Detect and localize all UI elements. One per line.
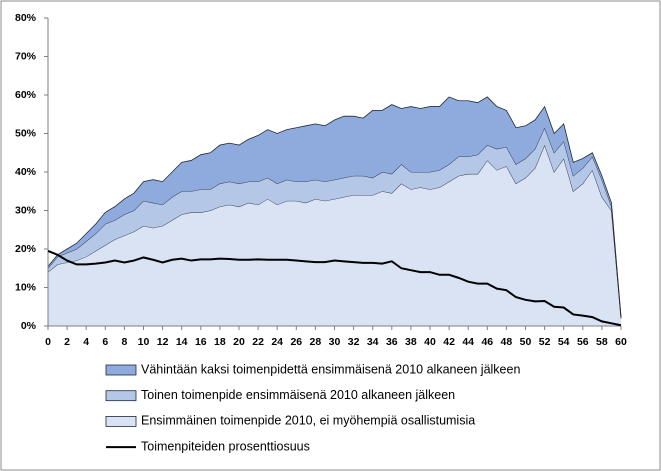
x-tick-label: 42 (443, 336, 455, 348)
area (48, 127, 621, 319)
area (48, 145, 621, 326)
x-tick-label: 4 (83, 336, 89, 348)
y-tick-label: 20% (15, 243, 37, 255)
x-tick-label: 18 (214, 336, 226, 348)
x-tick-label: 20 (233, 336, 245, 348)
x-tick-label: 44 (462, 336, 474, 348)
x-tick-label: 54 (558, 336, 570, 348)
y-tick-label: 10% (15, 281, 37, 293)
y-tick-label: 40% (15, 166, 37, 178)
legend-label: Vähintään kaksi toimenpidettä ensimmäise… (141, 362, 520, 376)
x-tick-label: 16 (195, 336, 207, 348)
x-tick-label: 50 (520, 336, 532, 348)
x-tick-label: 14 (176, 336, 188, 348)
x-tick-label: 60 (615, 336, 627, 348)
x-tick-label: 26 (290, 336, 302, 348)
x-tick-label: 46 (481, 336, 493, 348)
x-tick-label: 34 (367, 336, 379, 348)
line (47, 249, 622, 327)
x-tick-label: 22 (252, 336, 264, 348)
legend-label: Toinen toimenpide ensimmäisenä 2010 alka… (141, 388, 455, 402)
x-tick-label: 32 (348, 336, 360, 348)
x-tick-label: 8 (121, 336, 127, 348)
x-tick-label: 28 (310, 336, 322, 348)
y-tick-label: 30% (15, 204, 37, 216)
x-tick-label: 6 (102, 336, 108, 348)
y-tick-label: 60% (15, 89, 37, 101)
x-tick-label: 36 (386, 336, 398, 348)
x-tick-label: 38 (405, 336, 417, 348)
legend-label: Toimenpiteiden prosenttiosuus (141, 439, 310, 453)
y-tick-label: 80% (15, 12, 37, 24)
legend-swatch (105, 415, 137, 427)
x-tick-label: 48 (501, 336, 513, 348)
y-tick-label: 0% (21, 320, 37, 332)
x-tick-label: 10 (138, 336, 150, 348)
y-tick-label: 50% (15, 127, 37, 139)
legend-label: Ensimmäinen toimenpide 2010, ei myöhempi… (141, 414, 475, 428)
x-tick-label: 2 (64, 336, 70, 348)
x-tick-label: 24 (271, 336, 283, 348)
x-tick-label: 52 (539, 336, 551, 348)
x-tick-label: 56 (577, 336, 589, 348)
legend-swatch (105, 390, 137, 402)
legend-swatch (105, 364, 137, 376)
x-tick-label: 0 (45, 336, 51, 348)
y-tick-label: 70% (15, 50, 37, 62)
area-edge (47, 96, 622, 317)
x-tick-label: 12 (157, 336, 169, 348)
x-tick-label: 30 (329, 336, 341, 348)
area (48, 96, 621, 319)
x-tick-label: 40 (424, 336, 436, 348)
x-tick-label: 58 (596, 336, 608, 348)
